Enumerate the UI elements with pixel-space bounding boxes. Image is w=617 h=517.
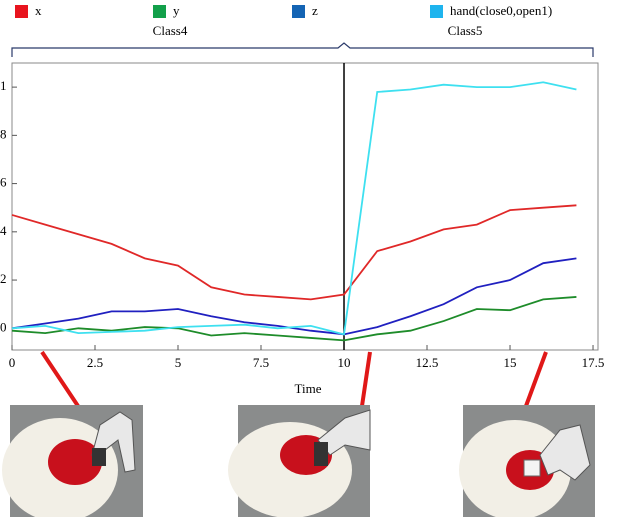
x-tick-label: 12.5 (416, 355, 439, 370)
legend-swatch (430, 5, 443, 18)
legend-label: x (35, 3, 42, 18)
line-series (12, 258, 576, 334)
line-series (12, 297, 576, 340)
annotation: Class5 (448, 23, 483, 38)
line-series (12, 82, 576, 334)
x-tick-label: 15 (504, 355, 517, 370)
photo (2, 405, 143, 517)
x-tick-label: 2.5 (87, 355, 103, 370)
x-tick-label: 10 (338, 355, 351, 370)
class-bracket (12, 43, 593, 57)
line-series (12, 205, 576, 299)
photo (228, 405, 370, 517)
y-tick-label: 6 (0, 175, 7, 190)
legend-label: hand(close0,open1) (450, 3, 552, 18)
x-tick-label: 17.5 (582, 355, 605, 370)
y-tick-label: 8 (0, 126, 7, 141)
x-tick-label: 5 (175, 355, 182, 370)
legend-label: z (312, 3, 318, 18)
y-tick-label: 1 (0, 78, 7, 93)
pointer-lines (42, 352, 546, 406)
x-tick-label: 0 (9, 355, 16, 370)
photo (459, 405, 595, 517)
x-tick-label: 7.5 (253, 355, 269, 370)
y-tick-label: 4 (0, 223, 7, 238)
legend-swatch (292, 5, 305, 18)
y-tick-label: 2 (0, 271, 7, 286)
legend-swatch (15, 5, 28, 18)
x-axis-label: Time (295, 381, 322, 396)
annotation: Class4 (153, 23, 188, 38)
legend-swatch (153, 5, 166, 18)
plot-frame (12, 63, 598, 350)
figure: Class4 Class5 Time 02468102.557.51012.51… (0, 0, 617, 517)
y-tick-label: 0 (0, 319, 7, 334)
legend-label: y (173, 3, 180, 18)
